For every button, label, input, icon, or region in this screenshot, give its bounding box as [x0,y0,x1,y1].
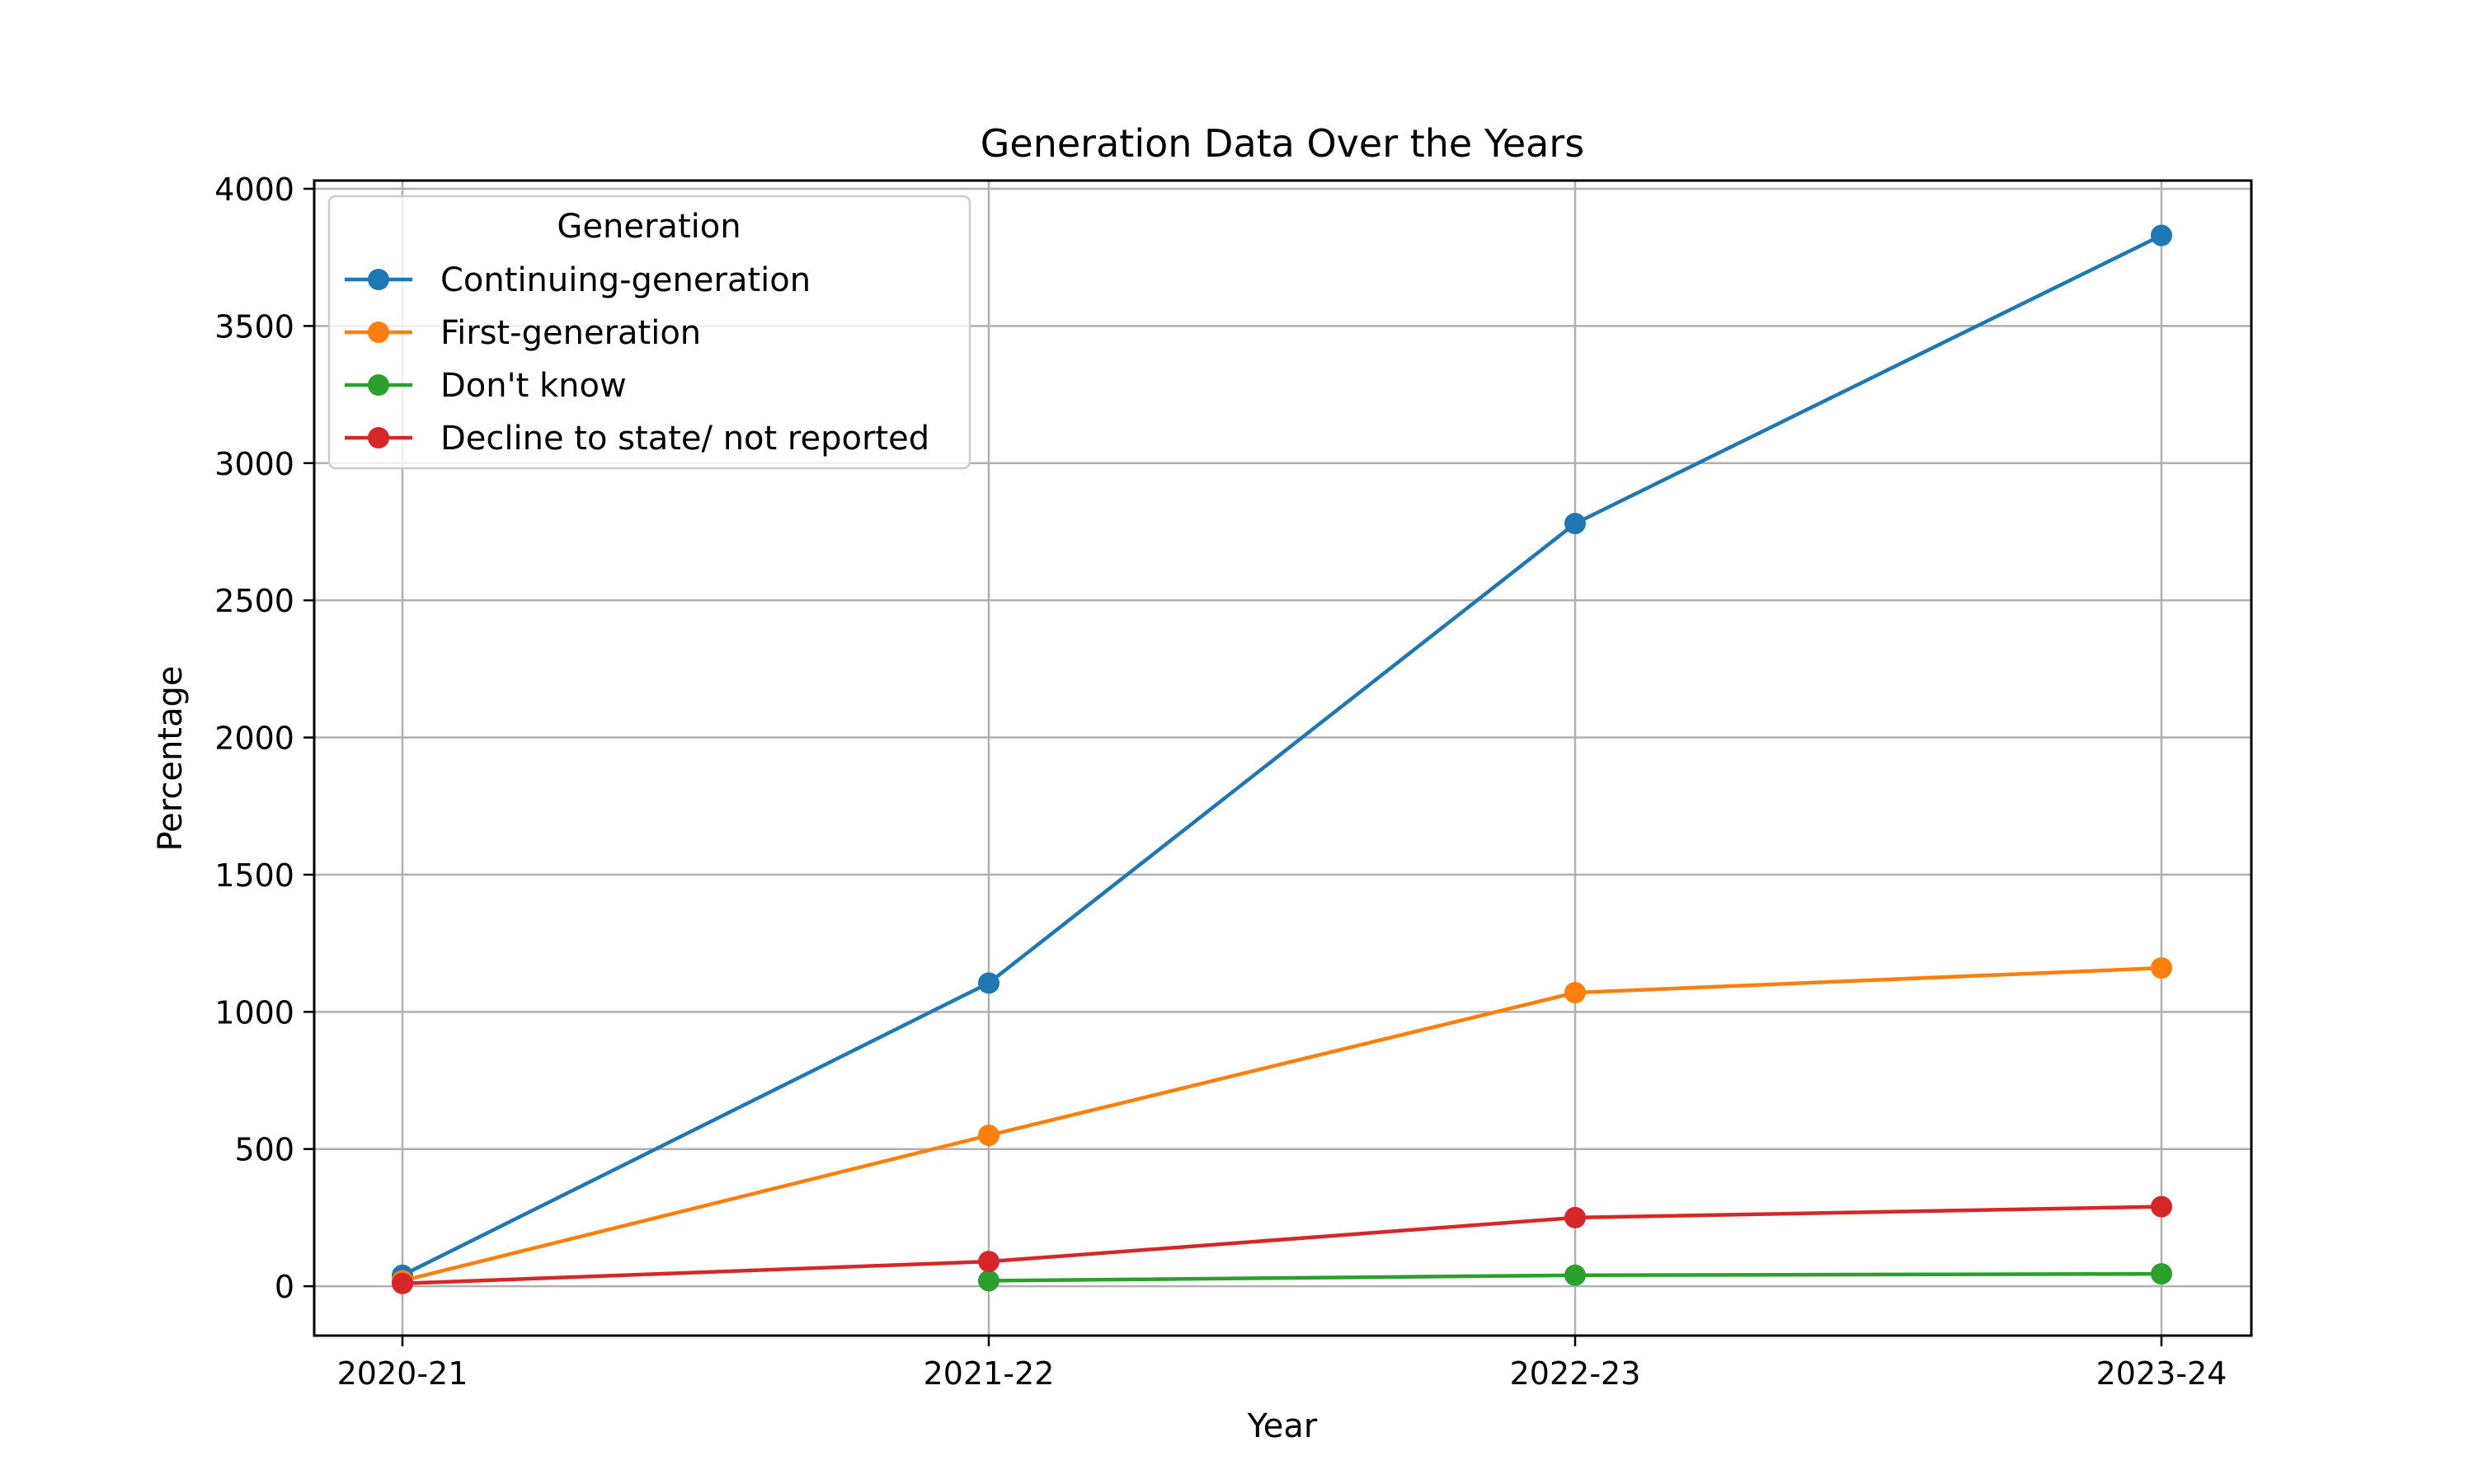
series-line-continuing-generation [399,232,2165,1278]
y-tick-label: 2000 [214,721,294,757]
x-tick-label: 2020-21 [337,1355,468,1392]
legend-item: Continuing-generation [345,261,811,299]
legend-label: Decline to state/ not reported [440,420,929,458]
legend-item: Decline to state/ not reported [345,420,929,458]
series-layer [392,224,2172,1294]
data-point-continuing-generation [1564,512,1586,534]
legend-label: Don't know [440,367,627,405]
data-point-don-t-know [1564,1264,1586,1286]
x-axis-label: Year [1247,1407,1318,1445]
legend-marker [368,427,389,448]
data-point-decline-to-state-not-reported [978,1251,999,1273]
legend-marker [368,269,389,290]
x-tick-label: 2022-23 [1510,1355,1641,1392]
y-tick-label: 500 [234,1132,294,1168]
legend-marker [368,322,389,343]
y-tick-label: 2500 [214,583,294,619]
data-point-continuing-generation [978,972,999,994]
legend-label: Continuing-generation [440,261,811,299]
data-point-first-generation [2151,957,2172,979]
legend-marker [368,374,389,396]
y-tick-label: 3500 [214,308,294,345]
data-point-don-t-know [2151,1263,2172,1285]
data-point-decline-to-state-not-reported [2151,1195,2172,1218]
chart-title: Generation Data Over the Years [981,121,1584,166]
x-tick-label: 2023-24 [2096,1355,2227,1392]
y-tick-label: 4000 [214,171,294,208]
series-line-first-generation [400,965,2164,1284]
y-tick-label: 0 [275,1269,294,1305]
legend-item: First-generation [345,314,701,352]
legend-label: First-generation [440,314,701,352]
y-tick-label: 3000 [214,446,294,482]
x-axis: 2020-21 2021-22 2022-23 2023-24 [337,1336,2227,1392]
series-don-t-know [978,1263,2172,1292]
legend-items: Continuing-generation First-generation Don… [345,261,929,458]
y-axis: 0 500 1000 1500 2000 2500 3000 3500 4000 [214,171,314,1305]
data-point-decline-to-state-not-reported [392,1272,413,1294]
legend-item: Don't know [345,367,627,405]
series-line-decline-to-state-not-reported [400,1205,2164,1286]
legend: Generation Continuing-generation First-ge… [327,195,971,470]
x-tick-label: 2021-22 [924,1355,1055,1392]
data-point-decline-to-state-not-reported [1564,1206,1586,1228]
legend-box [327,195,971,470]
series-decline-to-state-not-reported [392,1195,2172,1294]
y-tick-label: 1000 [214,994,294,1031]
y-axis-label: Percentage [152,665,190,851]
plot-frame [313,179,2253,1337]
y-tick-label: 1500 [214,857,294,894]
data-point-first-generation [978,1125,999,1147]
data-point-first-generation [1564,982,1586,1004]
data-point-continuing-generation [2151,224,2172,247]
legend-title: Generation [557,208,741,246]
data-point-don-t-know [978,1270,999,1292]
